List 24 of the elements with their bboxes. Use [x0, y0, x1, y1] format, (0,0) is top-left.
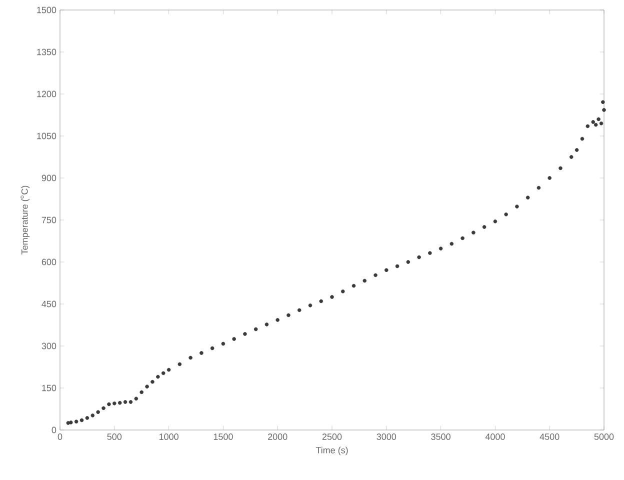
- y-tick-label: 0: [52, 426, 56, 434]
- y-tick-label: 1350: [37, 48, 56, 56]
- x-tick-label: 4000: [485, 434, 505, 440]
- x-tick-label: 1000: [159, 434, 178, 440]
- x-tick-label: 1500: [214, 434, 233, 440]
- x-tick-label: 5000: [594, 434, 614, 440]
- x-tick-label: 4500: [540, 434, 560, 440]
- y-tick-label: 1200: [37, 90, 56, 98]
- y-axis-title: Temperature ($^{o}$C): [20, 186, 30, 254]
- x-tick-label: 2500: [322, 434, 342, 440]
- x-tick-label: 500: [107, 434, 122, 440]
- y-tick-label: 450: [42, 300, 56, 308]
- x-tick-label: 3500: [431, 434, 450, 440]
- x-tick-label: 0: [58, 434, 62, 440]
- y-tick-label: 600: [42, 258, 56, 266]
- x-axis-title: Time (s): [316, 446, 348, 456]
- y-tick-label: 150: [42, 384, 56, 392]
- y-tick-label: 300: [42, 342, 56, 350]
- y-tick-label: 1050: [37, 132, 56, 140]
- y-tick-label: 1500: [37, 6, 56, 14]
- y-tick-label: 900: [42, 174, 56, 182]
- x-tick-label: 3000: [376, 434, 396, 440]
- y-tick-label: 750: [42, 216, 56, 224]
- x-tick-label: 2000: [268, 434, 288, 440]
